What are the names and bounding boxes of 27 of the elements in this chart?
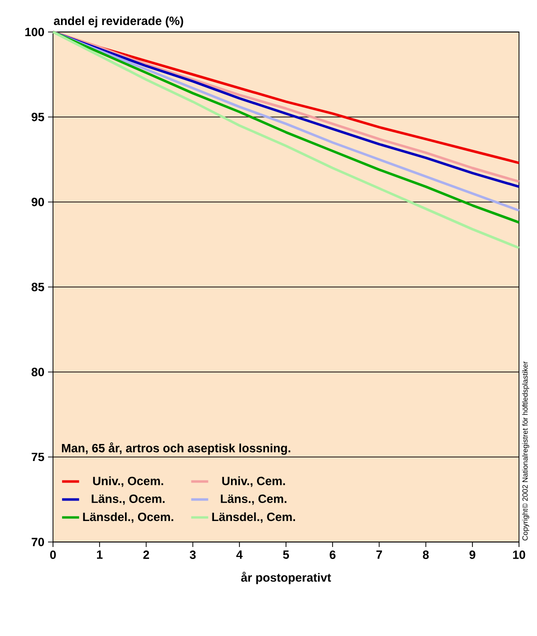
y-tick-label: 70 (32, 538, 44, 546)
x-tick-label: 0 (50, 550, 56, 559)
legend-label: Univ., Ocem. (93, 476, 164, 487)
x-tick-label: 8 (422, 550, 429, 559)
x-tick-label: 6 (330, 550, 336, 559)
x-tick-label: 2 (143, 550, 150, 559)
y-tick-label: 95 (32, 112, 44, 122)
legend-label: Länsdel., Ocem. (83, 512, 174, 523)
x-tick-label: 10 (513, 550, 526, 559)
x-tick-label: 1 (97, 550, 103, 559)
y-tick-label: 80 (32, 368, 44, 376)
x-tick-label: 4 (236, 550, 243, 559)
y-axis-title: andel ej reviderade (%) (54, 16, 184, 28)
legend-label: Univ., Cem. (222, 476, 285, 487)
y-tick-label: 75 (32, 452, 44, 462)
y-tick-label: 85 (32, 282, 44, 292)
y-tick-label: 90 (32, 198, 44, 206)
x-axis-title: år postoperativt (241, 572, 332, 584)
x-tick-label: 7 (376, 550, 382, 559)
legend-label: Läns., Cem. (220, 494, 286, 505)
legend-label: Läns., Ocem. (92, 494, 165, 505)
legend-label: Länsdel., Cem. (212, 512, 295, 523)
x-tick-label: 5 (283, 550, 289, 559)
legend-title: Man, 65 år, artros och aseptisk lossning. (62, 442, 290, 455)
x-tick-label: 9 (470, 550, 476, 559)
x-tick-label: 3 (190, 550, 196, 559)
y-tick-label: 100 (25, 28, 44, 36)
